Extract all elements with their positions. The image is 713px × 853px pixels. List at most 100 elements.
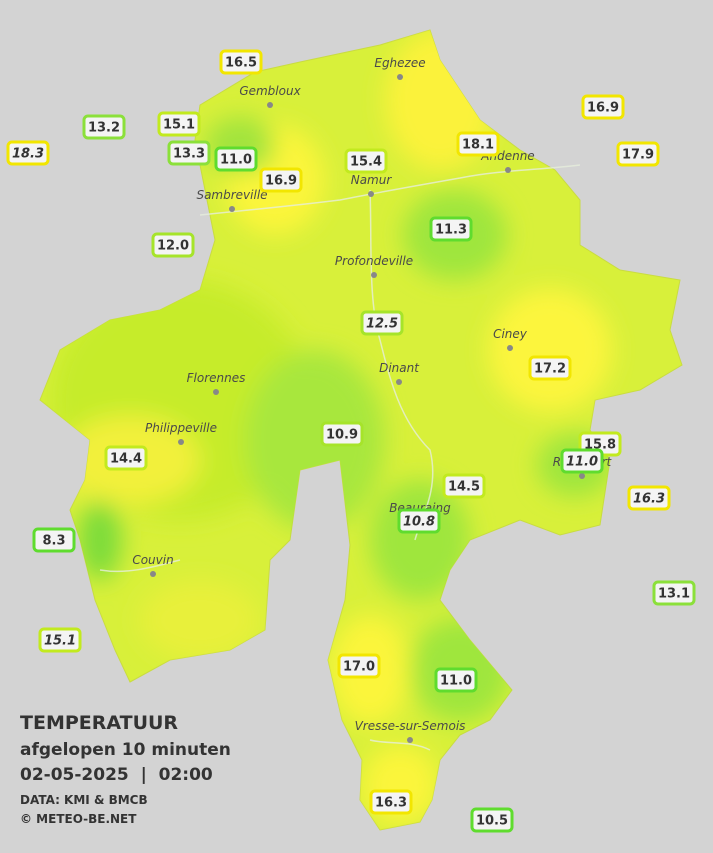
legend-source: DATA: KMI & BMCB [20,793,148,807]
station: 10.5 [470,807,514,833]
station-box [470,807,514,833]
town-dot [178,439,184,445]
town-label: Gembloux [239,84,301,98]
station-value: 16.9 [587,101,619,116]
station: 11.0 [434,667,478,693]
town-label: Dinant [379,361,420,375]
station-box [6,140,50,166]
town-label: Vresse-sur-Semois [355,719,466,733]
station-value: 15.4 [350,155,382,170]
station: 12.0 [151,232,195,258]
station-value: 8.3 [42,534,65,549]
station-box [259,167,303,193]
station-box [214,146,258,172]
station: 17.9 [616,141,660,167]
town-label: Ciney [493,327,528,341]
station-value: 18.1 [462,138,494,153]
station-value: 17.9 [622,148,654,163]
station: 16.3 [627,485,671,511]
town-label: Sambreville [196,188,267,202]
station: 18.1 [456,131,500,157]
station-box [219,49,263,75]
station-box [456,131,500,157]
town-label: Couvin [132,553,173,567]
station: 11.0 [214,146,258,172]
river [99,164,581,751]
station-box [581,94,625,120]
town-dot [368,191,374,197]
station-box [429,216,473,242]
legend-datetime: 02-05-2025 | 02:00 [20,765,213,785]
town-dot [371,272,377,278]
station-value: 13.3 [173,147,205,162]
station: 13.1 [652,580,696,606]
station-value: 15.1 [163,118,195,133]
station-value: 13.1 [658,587,690,602]
station-box [82,114,126,140]
station-box [616,141,660,167]
station: 15.1 [157,111,201,137]
town-dot [267,102,273,108]
town-dot [407,737,413,743]
town-label: Profondeville [335,254,413,268]
station: 18.3 [6,140,50,166]
station-box [38,627,82,653]
station-value: 13.2 [88,121,120,136]
station-box [320,421,364,447]
station-box [344,148,388,174]
station-value: 10.5 [476,814,508,829]
station-box [337,653,381,679]
town-label: Philippeville [145,421,217,435]
station-value: 14.4 [110,452,142,467]
legend: TEMPERATUUR afgelopen 10 minuten 02-05-2… [20,712,231,826]
town-dot [505,167,511,173]
station: 16.3 [369,789,413,815]
station: 13.2 [82,114,126,140]
town-dot [397,74,403,80]
station: 15.4 [344,148,388,174]
station-value: 15.1 [44,634,76,649]
station-box [397,508,441,534]
legend-subtitle: afgelopen 10 minuten [20,740,231,760]
station-box [369,789,413,815]
station-box [360,310,404,336]
town-dot [213,389,219,395]
station-box [167,140,211,166]
station-box [151,232,195,258]
station-value: 18.3 [12,147,44,162]
station: 12.5 [360,310,404,336]
station: 11.0 [560,448,604,474]
town-label: Namur [351,173,393,187]
station: 16.5 [219,49,263,75]
legend-copyright: © METEO-BE.NET [20,812,137,826]
station-box [32,527,76,553]
station-box [528,355,572,381]
town-dot [579,473,585,479]
station-value: 11.0 [566,455,598,470]
station-value: 17.2 [534,362,566,377]
station-value: 10.9 [326,428,358,443]
town-dot [507,345,513,351]
station-box [560,448,604,474]
station-box [157,111,201,137]
town-dot [229,206,235,212]
station-value: 16.9 [265,174,297,189]
station-value: 17.0 [343,660,375,675]
station: 16.9 [259,167,303,193]
station: 16.9 [581,94,625,120]
station-box [434,667,478,693]
station-value: 16.3 [633,492,665,507]
legend-title: TEMPERATUUR [20,712,178,734]
station-value: 11.0 [440,674,472,689]
station: 14.5 [442,473,486,499]
station-value: 16.5 [225,56,257,71]
station: 17.0 [337,653,381,679]
town-label: Florennes [187,371,246,385]
station: 11.3 [429,216,473,242]
station-value: 11.3 [435,223,467,238]
station: 15.1 [38,627,82,653]
station: 10.8 [397,508,441,534]
town-dot [396,379,402,385]
station-value: 12.0 [157,239,189,254]
